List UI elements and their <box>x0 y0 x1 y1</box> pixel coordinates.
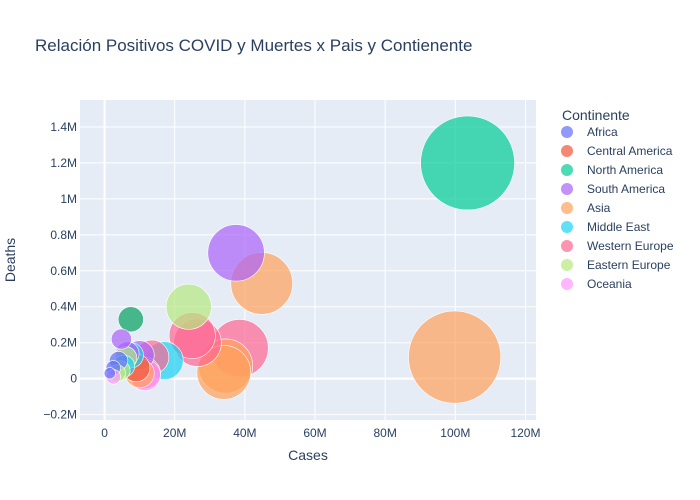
legend-item-central-america[interactable]: Central America <box>561 144 673 158</box>
y-tick-label: 1.4M <box>50 120 77 134</box>
legend-label: Asia <box>587 201 611 215</box>
chart-title: Relación Positivos COVID y Muertes x Pai… <box>35 36 472 55</box>
bubble-asia[interactable] <box>408 310 502 404</box>
y-tick-label: 1.2M <box>50 156 77 170</box>
legend-item-africa[interactable]: Africa <box>561 125 618 139</box>
legend: Continente Africa Central America North Am… <box>561 107 674 291</box>
legend-marker <box>561 240 573 252</box>
legend-item-asia[interactable]: Asia <box>561 201 611 215</box>
legend-item-middle-east[interactable]: Middle East <box>561 220 650 234</box>
legend-marker <box>561 145 573 157</box>
legend-item-south-america[interactable]: South America <box>561 182 665 196</box>
x-tick-label: 120M <box>510 426 540 440</box>
x-tick-label: 40M <box>233 426 256 440</box>
x-tick-label: 100M <box>440 426 470 440</box>
legend-item-north-america[interactable]: North America <box>561 163 663 177</box>
legend-item-western-europe[interactable]: Western Europe <box>561 239 674 253</box>
bubble-eastern-europe[interactable] <box>165 283 212 330</box>
bubble-africa[interactable] <box>103 367 116 380</box>
y-tick-label: 0.8M <box>50 228 77 242</box>
x-tick-label: 0 <box>101 426 108 440</box>
legend-label: Western Europe <box>587 239 674 253</box>
y-tick-label: −0.2M <box>43 408 77 422</box>
x-tick-label: 80M <box>373 426 396 440</box>
plot-area: 0 20M 40M 60M 80M 100M 120M −0.2M 0 0.2M 0.4M 0.6M… <box>43 100 540 440</box>
legend-marker <box>561 126 573 138</box>
x-tick-label: 60M <box>303 426 326 440</box>
y-tick-label: 0.6M <box>50 264 77 278</box>
legend-label: Middle East <box>587 220 650 234</box>
legend-label: North America <box>587 163 663 177</box>
legend-title: Continente <box>562 107 630 123</box>
bubble-north-america[interactable] <box>420 115 515 211</box>
x-tick-label: 20M <box>163 426 186 440</box>
legend-label: South America <box>587 182 665 196</box>
legend-label: Central America <box>587 144 673 158</box>
legend-item-eastern-europe[interactable]: Eastern Europe <box>561 258 671 272</box>
bubbles <box>103 115 515 404</box>
bubble-south-america[interactable] <box>207 224 265 282</box>
x-axis-label: Cases <box>288 447 328 463</box>
bubble-north-america[interactable] <box>117 306 144 333</box>
y-tick-label: 0 <box>70 372 77 386</box>
legend-marker <box>561 278 573 290</box>
legend-label: Oceania <box>587 277 632 291</box>
y-tick-label: 1M <box>60 192 77 206</box>
legend-label: Africa <box>587 125 618 139</box>
legend-marker <box>561 164 573 176</box>
y-tick-labels: −0.2M 0 0.2M 0.4M 0.6M 0.8M 1M 1.2M 1.4M <box>43 120 77 422</box>
legend-marker <box>561 259 573 271</box>
bubble-south-america[interactable] <box>110 328 132 350</box>
legend-label: Eastern Europe <box>587 258 671 272</box>
x-tick-labels: 0 20M 40M 60M 80M 100M 120M <box>101 426 540 440</box>
y-tick-label: 0.4M <box>50 300 77 314</box>
y-axis-label: Deaths <box>2 238 18 282</box>
y-tick-label: 0.2M <box>50 336 77 350</box>
legend-marker <box>561 202 573 214</box>
legend-item-oceania[interactable]: Oceania <box>561 277 632 291</box>
legend-marker <box>561 183 573 195</box>
legend-marker <box>561 221 573 233</box>
